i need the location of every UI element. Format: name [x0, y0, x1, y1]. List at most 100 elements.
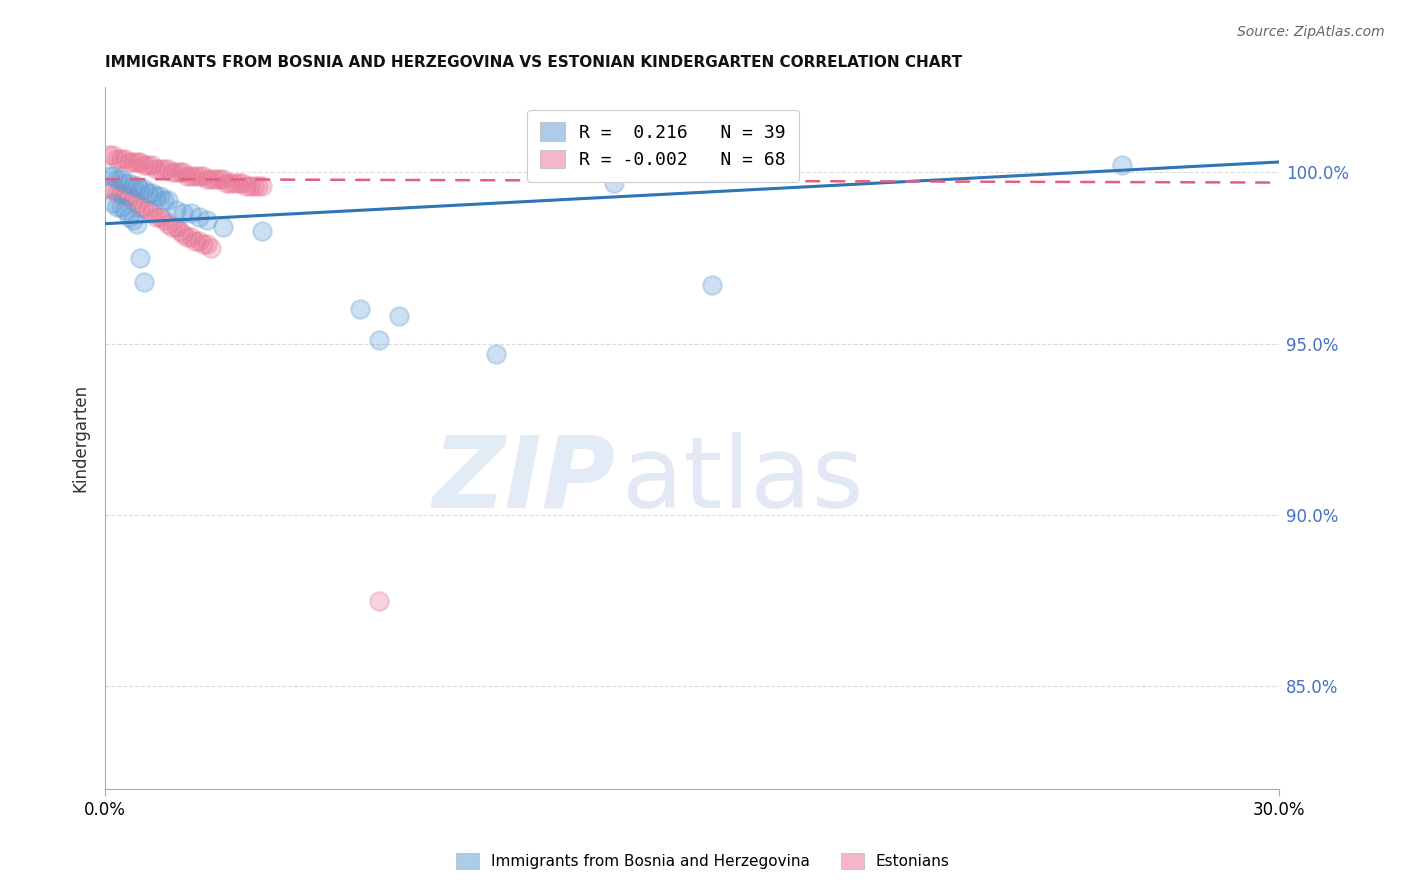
Point [243, 178, 266, 193]
Point [145, 161, 167, 176]
Point [172, 206, 194, 220]
Point [101, 182, 124, 196]
Point [98, 169, 121, 183]
Point [226, 176, 249, 190]
Point [176, 230, 198, 244]
Point [169, 165, 191, 179]
Point [101, 196, 124, 211]
Point [125, 217, 148, 231]
Point [134, 275, 156, 289]
Point [125, 196, 148, 211]
Point [125, 155, 148, 169]
Point [149, 189, 172, 203]
Point [141, 186, 163, 200]
Point [98, 148, 121, 162]
Point [136, 158, 159, 172]
Point [169, 223, 191, 237]
Point [191, 237, 214, 252]
Point [160, 220, 183, 235]
Point [700, 278, 723, 293]
Point [134, 182, 156, 196]
Point [118, 176, 141, 190]
Point [485, 347, 508, 361]
Point [250, 223, 273, 237]
Point [105, 172, 128, 186]
Point [105, 200, 128, 214]
Point [165, 202, 187, 217]
Point [188, 169, 211, 183]
Point [153, 161, 176, 176]
Point [149, 161, 172, 176]
Text: ZIP: ZIP [433, 432, 616, 529]
Point [156, 193, 179, 207]
Point [188, 210, 211, 224]
Point [153, 193, 176, 207]
Point [136, 186, 159, 200]
Point [180, 230, 202, 244]
Point [129, 251, 152, 265]
Point [211, 172, 233, 186]
Point [114, 189, 136, 203]
Point [165, 165, 187, 179]
Point [101, 169, 124, 183]
Point [204, 172, 226, 186]
Point [165, 220, 187, 235]
Point [208, 172, 231, 186]
Point [368, 593, 391, 607]
Text: IMMIGRANTS FROM BOSNIA AND HERZEGOVINA VS ESTONIAN KINDERGARTEN CORRELATION CHAR: IMMIGRANTS FROM BOSNIA AND HERZEGOVINA V… [105, 55, 962, 70]
Point [121, 213, 143, 227]
Point [118, 155, 141, 169]
Point [200, 241, 222, 255]
Point [129, 155, 152, 169]
Point [246, 178, 269, 193]
Point [110, 152, 132, 166]
Point [180, 169, 202, 183]
Point [118, 210, 141, 224]
Point [184, 169, 207, 183]
Point [105, 152, 128, 166]
Point [110, 172, 132, 186]
Point [110, 200, 132, 214]
Point [211, 220, 233, 235]
Point [349, 302, 371, 317]
Point [125, 178, 148, 193]
Point [188, 234, 211, 248]
Point [105, 186, 128, 200]
Point [180, 206, 202, 220]
Point [603, 176, 626, 190]
Point [235, 178, 257, 193]
Point [239, 178, 262, 193]
Point [121, 178, 143, 193]
Text: Source: ZipAtlas.com: Source: ZipAtlas.com [1237, 25, 1385, 39]
Point [250, 178, 273, 193]
Point [191, 169, 214, 183]
Point [134, 200, 156, 214]
Point [388, 310, 411, 324]
Point [145, 189, 167, 203]
Point [215, 176, 238, 190]
Legend: Immigrants from Bosnia and Herzegovina, Estonians: Immigrants from Bosnia and Herzegovina, … [450, 847, 956, 875]
Point [195, 213, 218, 227]
Point [129, 200, 152, 214]
Point [121, 193, 143, 207]
Point [110, 186, 132, 200]
Point [195, 172, 218, 186]
Point [231, 176, 253, 190]
Point [176, 169, 198, 183]
Point [195, 237, 218, 252]
Point [172, 165, 194, 179]
Point [156, 217, 179, 231]
Point [136, 202, 159, 217]
Point [184, 234, 207, 248]
Point [98, 182, 121, 196]
Point [134, 158, 156, 172]
Point [153, 213, 176, 227]
Point [114, 152, 136, 166]
Point [200, 172, 222, 186]
Point [172, 227, 194, 241]
Legend: R =  0.216   N = 39, R = -0.002   N = 68: R = 0.216 N = 39, R = -0.002 N = 68 [527, 110, 799, 182]
Point [129, 182, 152, 196]
Point [1111, 158, 1133, 172]
Point [219, 176, 242, 190]
Point [118, 189, 141, 203]
